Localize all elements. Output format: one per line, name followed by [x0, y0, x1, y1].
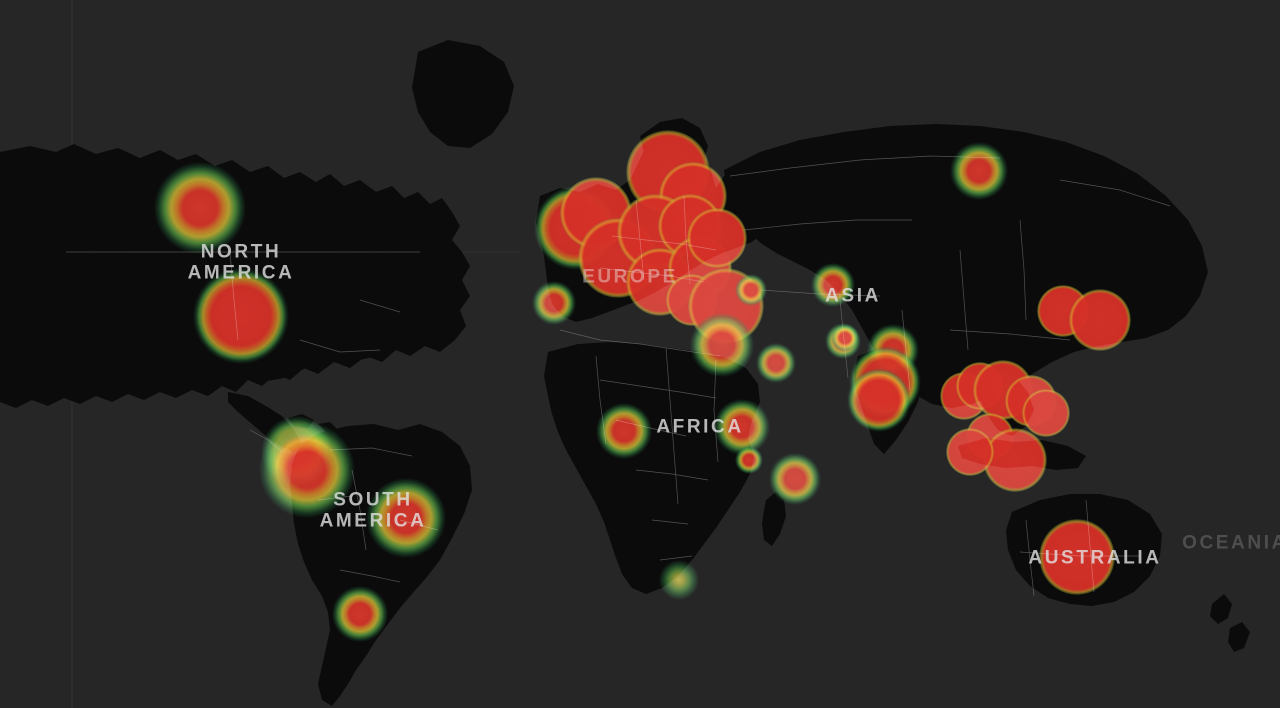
continent-label-south-america: SOUTH AMERICA: [319, 489, 427, 532]
continent-label-oceania: OCEANIA: [1182, 532, 1280, 554]
land-greenland: [412, 40, 514, 148]
continent-label-north-america: NORTH AMERICA: [187, 241, 295, 284]
continent-label-australia: AUSTRALIA: [1028, 547, 1162, 569]
continent-label-europe: EUROPE: [582, 266, 678, 288]
continent-label-africa: AFRICA: [656, 416, 744, 438]
land-madagascar: [762, 492, 786, 546]
continent-label-asia: ASIA: [825, 285, 881, 307]
land-new-zealand: [1210, 594, 1250, 652]
